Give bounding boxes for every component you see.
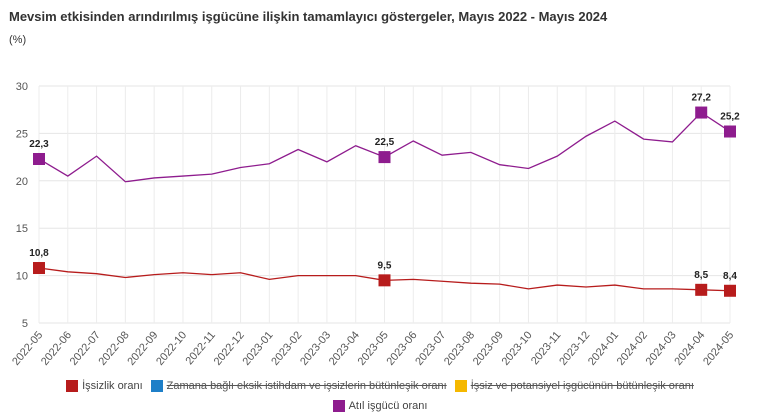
data-marker	[33, 152, 45, 165]
legend-label: Zamana bağlı eksik istihdam ve işsizleri…	[166, 380, 447, 392]
x-tick-label: 2024-05	[701, 329, 736, 368]
legend-item[interactable]: İşsizlik oranı	[66, 380, 143, 392]
data-label: 25,2	[720, 112, 740, 123]
data-marker	[378, 151, 391, 164]
legend-swatch	[332, 400, 345, 412]
data-marker	[724, 284, 736, 297]
y-tick-label: 20	[16, 176, 28, 188]
y-tick-label: 25	[16, 128, 28, 140]
x-tick-label: 2022-10	[154, 329, 189, 368]
x-tick-label: 2023-10	[500, 329, 535, 368]
legend-item[interactable]: İşsiz ve potansiyel işgücünün bütünleşik…	[454, 380, 694, 392]
data-label: 8,4	[723, 271, 737, 282]
legend-label: Atıl işgücü oranı	[348, 400, 428, 412]
y-tick-label: 10	[16, 271, 28, 283]
legend-item[interactable]: Zamana bağlı eksik istihdam ve işsizleri…	[150, 380, 447, 392]
data-label: 8,5	[694, 270, 708, 281]
data-label: 22,3	[29, 139, 49, 150]
legend-label: İşsiz ve potansiyel işgücünün bütünleşik…	[470, 380, 694, 392]
data-label: 9,5	[378, 260, 392, 271]
legend-row-2: Atıl işgücü oranı	[0, 400, 760, 415]
chart-title: Mevsim etkisinden arındırılmış işgücüne …	[9, 9, 608, 24]
y-tick-label: 30	[16, 81, 28, 93]
data-label: 10,8	[29, 248, 49, 259]
data-marker	[724, 125, 736, 138]
data-marker	[33, 262, 45, 275]
y-tick-label: 15	[16, 223, 28, 235]
y-axis-unit: (%)	[9, 34, 27, 46]
data-label: 27,2	[691, 93, 711, 104]
y-tick-label: 5	[22, 318, 28, 330]
legend-label: İşsizlik oranı	[82, 380, 143, 392]
data-marker	[695, 106, 708, 119]
legend-row-1: İşsizlik oranı Zamana bağlı eksik istihda…	[0, 380, 760, 395]
legend-item[interactable]: Atıl işgücü oranı	[332, 400, 428, 412]
data-marker	[695, 283, 708, 296]
legend-swatch	[150, 380, 163, 392]
data-label: 22,5	[375, 137, 395, 148]
data-marker	[378, 274, 391, 287]
legend-swatch	[66, 380, 79, 392]
legend-swatch	[454, 380, 467, 392]
